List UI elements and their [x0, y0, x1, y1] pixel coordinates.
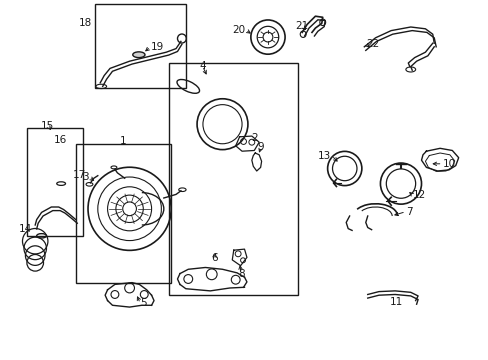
Text: 4: 4: [199, 61, 205, 71]
Text: 17: 17: [72, 170, 85, 180]
Text: 7: 7: [405, 207, 412, 217]
Ellipse shape: [132, 52, 144, 58]
Text: 11: 11: [388, 297, 402, 307]
Bar: [95, 4, 185, 88]
Text: 19: 19: [150, 42, 163, 52]
Text: 3: 3: [82, 172, 89, 182]
Bar: [168, 63, 298, 295]
Text: 22: 22: [365, 39, 378, 49]
Text: 5: 5: [140, 298, 147, 309]
Text: 15: 15: [41, 121, 55, 131]
Text: 6: 6: [210, 253, 217, 264]
Text: 16: 16: [54, 135, 67, 145]
Text: 14: 14: [19, 224, 32, 234]
Text: 8: 8: [237, 269, 244, 279]
Text: 9: 9: [257, 142, 264, 152]
Text: 1: 1: [120, 136, 126, 147]
Bar: [76, 144, 171, 283]
Text: 10: 10: [442, 159, 455, 169]
Text: 12: 12: [412, 190, 426, 201]
Text: 21: 21: [295, 21, 308, 31]
Bar: [27, 128, 83, 236]
Text: 13: 13: [318, 150, 331, 161]
Text: 18: 18: [79, 18, 92, 28]
Text: 20: 20: [232, 25, 245, 35]
Text: 2: 2: [250, 132, 257, 143]
